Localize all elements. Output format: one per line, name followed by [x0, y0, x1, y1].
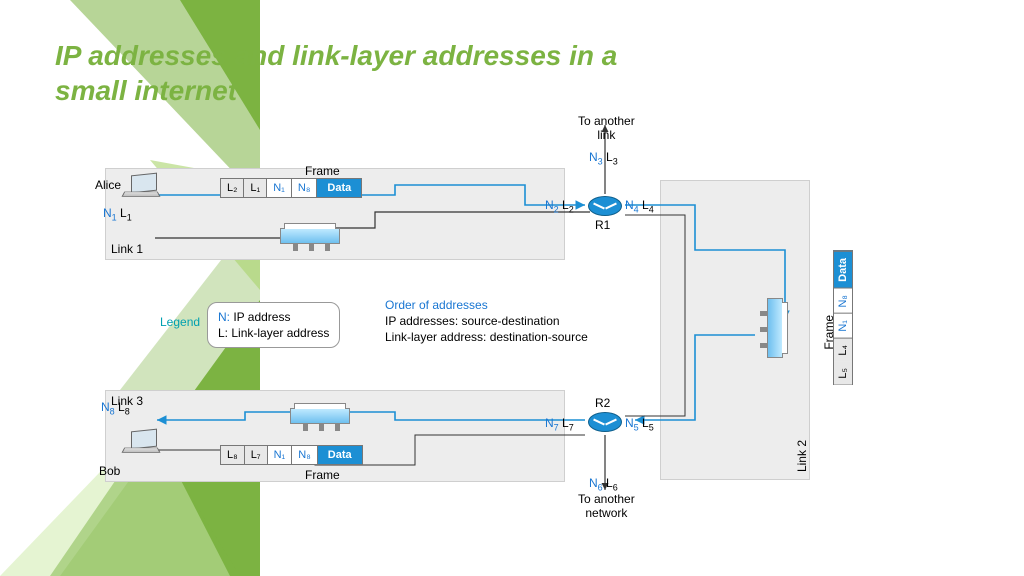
- slide-title: IP addresses and link-layer addresses in…: [55, 38, 655, 108]
- order-line2: Link-layer address: destination-source: [385, 330, 588, 344]
- r1-right-addr: N4 L4: [625, 198, 654, 214]
- frame-bottom: L₈ L₇ N₁ N₈ Data: [220, 445, 363, 465]
- bottom-note: To anothernetwork: [578, 492, 635, 520]
- legend-box: N: IP address L: Link-layer address: [207, 302, 340, 348]
- order-line1: IP addresses: source-destination: [385, 314, 560, 328]
- order-title: Order of addresses: [385, 298, 488, 312]
- frame-top: L₂ L₁ N₁ N₈ Data: [220, 178, 362, 198]
- link3-label: Link 3: [111, 394, 143, 408]
- alice-name: Alice: [95, 178, 121, 192]
- r2-bottom-addr: N6 L6: [589, 476, 618, 492]
- router-r2-label: R2: [595, 396, 610, 410]
- r2-right-addr: N5 L5: [625, 416, 654, 432]
- network-diagram: R1 R2 Alice N1 L1 Bob N8 L8 N2 L2 N4 L4 …: [95, 120, 915, 560]
- link2-label: Link 2: [795, 440, 809, 472]
- frame-bottom-caption: Frame: [305, 468, 340, 482]
- router-r1: [588, 196, 622, 216]
- router-r2: [588, 412, 622, 432]
- switch-link2: [767, 298, 783, 358]
- router-r1-label: R1: [595, 218, 610, 232]
- legend-title: Legend: [160, 315, 200, 329]
- switch-link1: [280, 228, 340, 244]
- r1-top-addr: N3 L3: [589, 150, 618, 166]
- switch-link3: [290, 408, 350, 424]
- frame-right: Data N₈ N₁ L₄ L₅: [833, 250, 853, 385]
- link1-label: Link 1: [111, 242, 143, 256]
- laptop-bob: [123, 430, 163, 460]
- bob-name: Bob: [99, 464, 120, 478]
- alice-addr: N1 L1: [103, 206, 132, 222]
- frame-top-caption: Frame: [305, 164, 340, 178]
- laptop-alice: [123, 174, 163, 204]
- top-note: To anotherlink: [578, 114, 635, 142]
- r1-left-addr: N2 L2: [545, 198, 574, 214]
- r2-left-addr: N7 L7: [545, 416, 574, 432]
